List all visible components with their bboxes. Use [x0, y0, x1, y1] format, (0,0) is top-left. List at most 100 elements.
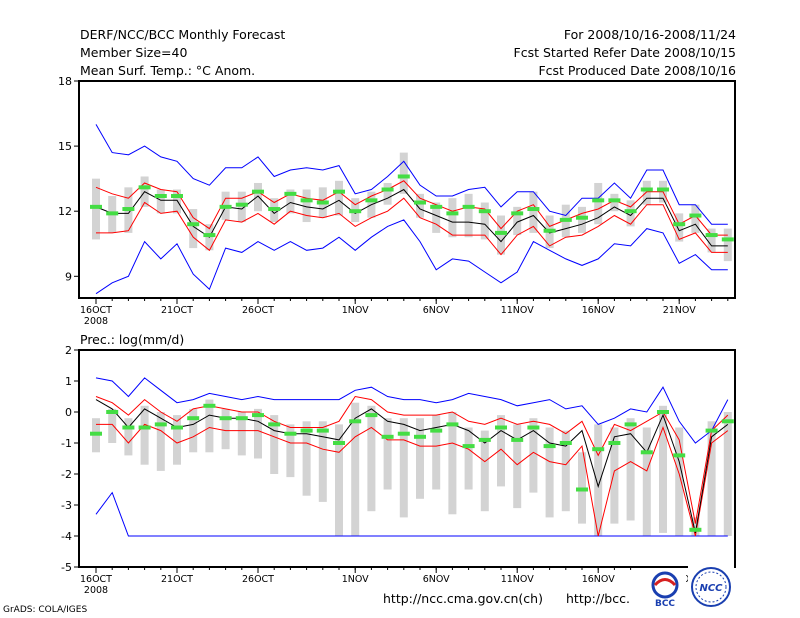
median-marker: [430, 204, 443, 209]
precip-label: Prec.: log(mm/d): [80, 332, 184, 347]
median-marker: [511, 211, 524, 216]
median-marker: [543, 444, 556, 449]
x-tick-label: 21OCT: [161, 574, 193, 585]
plot-frame: [78, 80, 736, 299]
y-tick-label: 0: [65, 406, 72, 419]
median-marker: [365, 198, 378, 203]
x-tick-label: 11NOV: [501, 305, 535, 316]
x-tick-year-label: 2008: [84, 585, 108, 596]
chart-title: DERF/NCC/BCC Monthly Forecast: [80, 27, 286, 42]
spread-box: [335, 424, 343, 536]
series-upper-line: [95, 180, 728, 236]
spread-box: [464, 427, 473, 490]
median-marker: [592, 447, 605, 452]
series-min-line: [95, 491, 728, 537]
spread-box: [399, 418, 408, 518]
median-marker: [171, 194, 183, 199]
spread-box: [561, 430, 570, 512]
median-marker: [527, 207, 540, 212]
median-marker: [138, 425, 151, 430]
x-tick-label: 21NOV: [663, 305, 697, 316]
median-marker: [381, 187, 394, 192]
median-marker: [122, 425, 135, 430]
series-mean-line: [95, 399, 729, 534]
spread-box: [189, 209, 198, 249]
series-min-line: [95, 219, 728, 295]
series-lower-line: [96, 197, 728, 256]
series-mean-line: [95, 188, 728, 247]
plot-frame: [78, 349, 736, 568]
median-marker: [462, 444, 475, 449]
spread-box: [399, 152, 408, 194]
x-tick-year-label: 2008: [84, 316, 108, 327]
median-marker: [235, 416, 248, 421]
spread-box: [513, 206, 522, 236]
median-marker: [171, 425, 183, 430]
median-marker: [397, 431, 410, 436]
median-marker: [689, 527, 702, 532]
median-marker: [527, 425, 540, 430]
y-tick-label: 1: [65, 375, 72, 388]
median-marker: [300, 428, 313, 433]
median-marker: [122, 207, 135, 212]
spread-box: [432, 415, 441, 490]
bcc-logo: BCC: [644, 568, 686, 608]
median-marker: [349, 419, 362, 424]
spread-box: [318, 421, 327, 502]
y-tick-label: 2: [65, 344, 72, 357]
x-tick-label: 1NOV: [342, 574, 369, 585]
median-marker: [219, 204, 232, 209]
spread-box: [610, 427, 619, 524]
series-lower-line: [96, 423, 729, 537]
median-marker: [365, 413, 378, 418]
spread-box: [594, 182, 603, 225]
median-marker: [154, 194, 167, 199]
bcc-url[interactable]: http://bcc.: [566, 591, 630, 606]
spread-box: [286, 424, 295, 478]
y-tick-label: -3: [61, 499, 72, 512]
y-tick-label: 18: [58, 75, 72, 88]
median-marker: [187, 222, 200, 227]
median-marker: [252, 189, 264, 194]
median-marker: [640, 450, 653, 455]
svg-text:BCC: BCC: [655, 599, 675, 608]
median-marker: [446, 422, 459, 427]
spread-box: [173, 189, 181, 214]
y-tick-label: 15: [58, 140, 72, 153]
spread-box: [416, 193, 424, 218]
spread-box: [351, 402, 360, 536]
forecast-period: For 2008/10/16-2008/11/24: [563, 27, 736, 42]
y-tick-label: -4: [61, 530, 72, 543]
median-marker: [316, 428, 329, 433]
median-marker: [640, 187, 653, 192]
spread-box: [578, 206, 586, 233]
spread-box: [642, 427, 651, 536]
spread-box: [723, 228, 732, 262]
median-marker: [495, 425, 507, 430]
spread-box: [610, 193, 619, 212]
spread-box: [383, 418, 392, 490]
x-tick-label: 16NOV: [582, 574, 616, 585]
spread-box: [513, 424, 522, 509]
median-marker: [673, 222, 686, 227]
ncc-logo: NCC: [688, 566, 734, 608]
spread-box: [383, 182, 392, 205]
x-tick-label: 21OCT: [161, 305, 193, 316]
spread-box: [707, 421, 716, 536]
median-marker: [90, 204, 102, 209]
median-marker: [721, 419, 734, 424]
spread-box: [642, 180, 651, 205]
ncc-url[interactable]: http://ncc.cma.gov.cn(ch): [383, 591, 543, 606]
median-marker: [219, 416, 232, 421]
median-marker: [624, 422, 637, 427]
spread-box: [221, 408, 230, 450]
spread-box: [448, 198, 457, 238]
median-marker: [478, 209, 491, 214]
x-tick-label: 6NOV: [423, 305, 450, 316]
median-marker: [316, 200, 329, 205]
spread-box: [691, 204, 700, 233]
median-marker: [608, 441, 621, 445]
spread-box: [156, 189, 165, 214]
svg-text:NCC: NCC: [699, 583, 723, 594]
